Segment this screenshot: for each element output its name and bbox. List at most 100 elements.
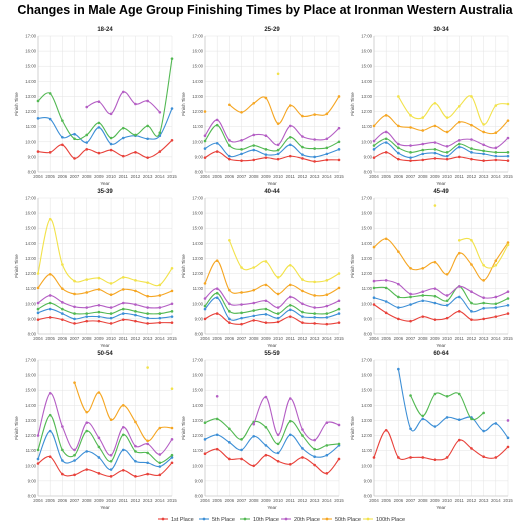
series-100th-place [228, 239, 341, 284]
data-point-10th-place [409, 295, 412, 299]
data-point-50th-place [276, 292, 280, 296]
x-tick-label: 2004 [200, 336, 210, 341]
data-point-20th-place [506, 290, 510, 293]
x-tick-label: 2008 [82, 174, 92, 179]
series-line-50th-place [204, 260, 340, 297]
panel-45-49: 45-49 8:00 9:00 10:00 11:00 12:00 13:00 14:00 15… [350, 189, 513, 348]
data-point-20th-place [97, 436, 101, 440]
data-point-10th-place [109, 136, 113, 140]
panel-40-44: 40-44 8:00 9:00 10:00 11:00 12:00 13:00 14:00 15… [181, 189, 344, 348]
data-point-50th-place [264, 96, 268, 100]
data-point-1st-place [121, 154, 125, 158]
data-point-100th-place [134, 279, 137, 282]
legend-item-50th-place: 50th Place [322, 517, 361, 523]
data-point-10th-place [240, 438, 243, 441]
data-point-5th-place [409, 156, 412, 159]
data-point-50th-place [445, 130, 449, 134]
y-tick-label: 11:00 [26, 448, 37, 453]
data-point-5th-place [494, 422, 498, 425]
y-tick-label: 15:00 [192, 226, 203, 231]
data-point-1st-place [421, 315, 425, 318]
data-point-20th-place [372, 139, 376, 143]
y-tick-label: 10:00 [192, 301, 203, 306]
data-point-20th-place [409, 292, 412, 296]
data-point-100th-place [409, 114, 412, 117]
y-tick-label: 11:00 [193, 286, 204, 291]
x-tick-label: 2012 [298, 336, 308, 341]
data-point-10th-place [445, 299, 449, 303]
data-point-10th-place [288, 303, 292, 307]
panel-title-45-49: 45-49 [433, 189, 449, 195]
legend-label: 50th Place [335, 517, 361, 523]
x-tick-label: 2014 [491, 498, 501, 503]
x-axis-label: Year [100, 343, 110, 348]
y-tick-label: 10:00 [361, 139, 372, 144]
data-point-5th-place [170, 107, 174, 110]
data-point-10th-place [228, 144, 231, 147]
data-point-20th-place [264, 395, 268, 399]
data-point-20th-place [85, 421, 89, 425]
y-tick-label: 14:00 [192, 241, 203, 246]
data-point-100th-place [276, 276, 280, 279]
data-point-100th-place [445, 116, 449, 119]
x-tick-label: 2005 [45, 336, 55, 341]
data-point-5th-place [313, 316, 316, 319]
data-point-10th-place [73, 453, 76, 457]
y-tick-label: 11:00 [26, 124, 37, 129]
data-point-50th-place [109, 418, 113, 421]
data-point-20th-place [215, 118, 219, 122]
data-point-50th-place [457, 120, 461, 124]
data-point-5th-place [470, 151, 473, 154]
x-axis-label: Year [267, 181, 277, 186]
x-tick-label: 2006 [394, 498, 404, 503]
series-1st-place [36, 316, 174, 325]
data-point-5th-place [313, 455, 316, 459]
data-point-100th-place [97, 276, 101, 280]
data-point-10th-place [337, 140, 341, 144]
data-point-5th-place [445, 303, 449, 307]
data-point-10th-place [85, 429, 89, 433]
data-point-1st-place [36, 318, 40, 321]
data-point-1st-place [203, 452, 207, 455]
x-tick-label: 2007 [406, 498, 416, 503]
data-point-50th-place [170, 289, 174, 293]
panel-18-24: 18-24 8:00 9:00 10:00 11:00 12:00 13:00 14:00 15… [14, 27, 177, 186]
data-point-20th-place [121, 90, 125, 94]
data-point-50th-place [215, 259, 219, 263]
y-tick-label: 15:00 [25, 226, 36, 231]
x-tick-label: 2006 [58, 336, 68, 341]
data-point-20th-place [421, 142, 425, 146]
data-point-5th-place [48, 307, 52, 311]
series-20th-place [85, 90, 162, 116]
data-point-50th-place [158, 294, 162, 297]
data-point-20th-place [494, 146, 498, 150]
series-line-10th-place [37, 302, 173, 315]
x-tick-label: 2015 [167, 174, 177, 179]
data-point-50th-place [470, 123, 473, 127]
x-tick-label: 2005 [45, 498, 55, 503]
data-point-5th-place [482, 307, 485, 310]
series-5th-place [36, 307, 174, 321]
data-point-50th-place [203, 282, 207, 285]
data-point-5th-place [421, 417, 425, 421]
data-point-5th-place [36, 311, 40, 315]
data-point-100th-place [121, 276, 125, 279]
data-point-20th-place [482, 143, 485, 147]
x-tick-label: 2008 [249, 336, 259, 341]
data-point-50th-place [445, 273, 449, 276]
data-point-5th-place [325, 152, 329, 156]
data-point-10th-place [506, 297, 510, 300]
x-tick-label: 2010 [106, 174, 116, 179]
data-point-50th-place [240, 111, 243, 114]
data-point-10th-place [48, 413, 52, 417]
data-point-1st-place [73, 322, 76, 325]
data-point-1st-place [97, 319, 101, 323]
data-point-5th-place [36, 117, 40, 120]
data-point-1st-place [170, 321, 174, 324]
data-point-1st-place [337, 457, 341, 461]
data-point-5th-place [313, 155, 316, 159]
x-axis-label: Year [100, 505, 110, 510]
data-point-100th-place [325, 279, 329, 282]
x-tick-label: 2014 [322, 336, 332, 341]
y-tick-label: 13:00 [361, 94, 372, 99]
